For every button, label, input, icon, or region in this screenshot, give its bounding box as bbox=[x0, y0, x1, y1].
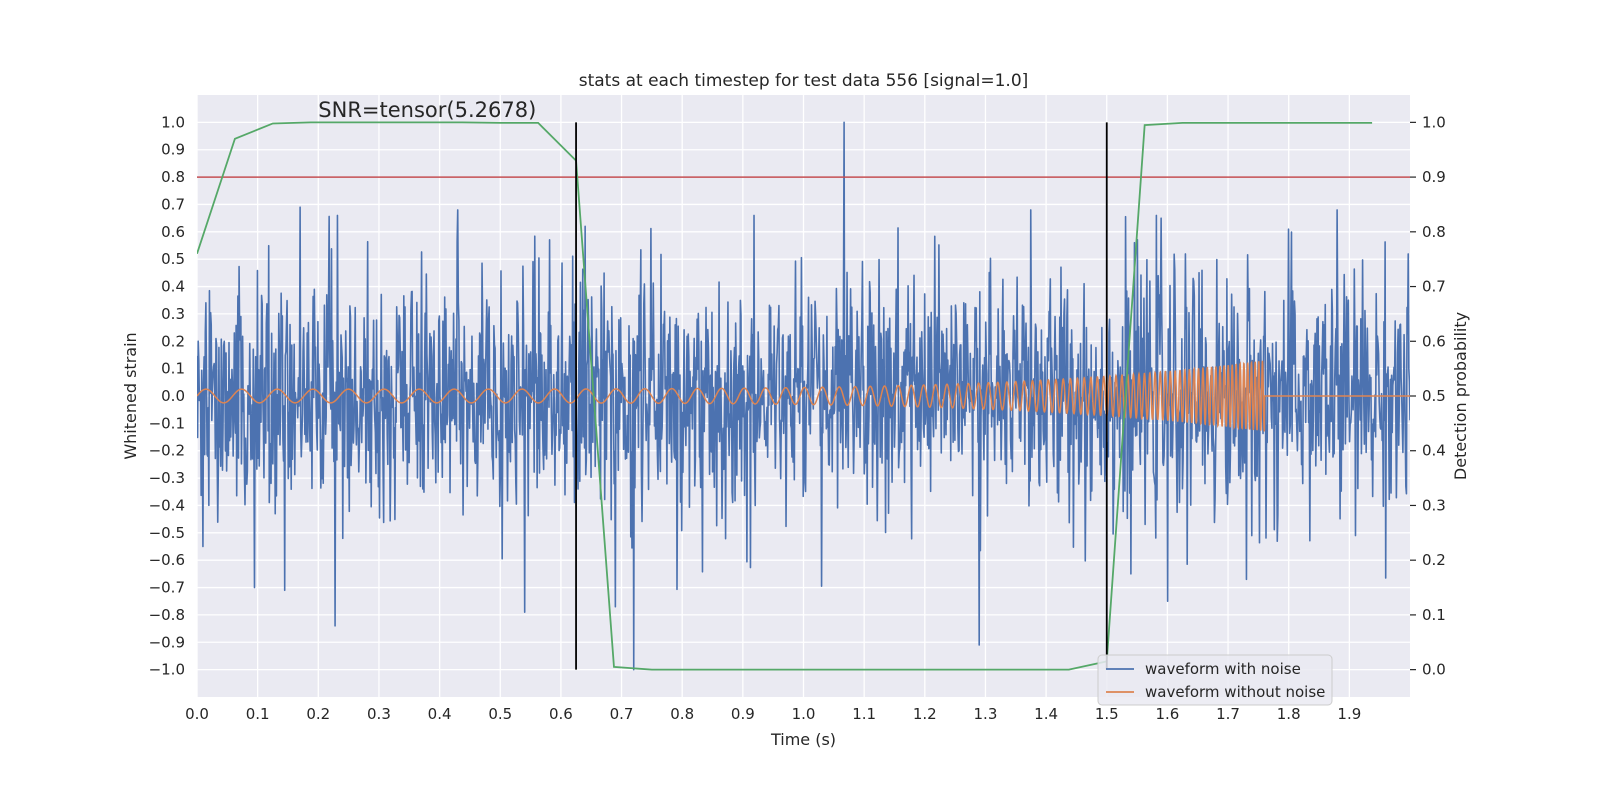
y-tick-label: 0.9 bbox=[161, 141, 185, 159]
y2-tick-label: 0.3 bbox=[1422, 496, 1446, 514]
y-tick-label: 0.6 bbox=[161, 223, 185, 241]
snr-annotation: SNR=tensor(5.2678) bbox=[318, 98, 536, 122]
x-tick-label: 0.9 bbox=[731, 705, 755, 723]
series-waveform-with-noise bbox=[197, 121, 1410, 671]
y-tick-label: −0.7 bbox=[149, 579, 185, 597]
y2-tick-label: 0.0 bbox=[1422, 661, 1446, 679]
y-tick-label: 0.1 bbox=[161, 360, 185, 378]
y-tick-label: −0.5 bbox=[149, 524, 185, 542]
y-tick-label: 0.5 bbox=[161, 250, 185, 268]
plot-series bbox=[197, 121, 1410, 671]
x-tick-label: 0.7 bbox=[610, 705, 634, 723]
y2-tick-label: 0.4 bbox=[1422, 442, 1446, 460]
y-tick-label: −0.1 bbox=[149, 414, 185, 432]
y-tick-label: −0.4 bbox=[149, 496, 185, 514]
y2-tick-label: 0.2 bbox=[1422, 551, 1446, 569]
x-tick-label: 1.3 bbox=[974, 705, 998, 723]
y2-tick-label: 0.7 bbox=[1422, 278, 1446, 296]
y-tick-label: 0.2 bbox=[161, 332, 185, 350]
y-tick-label: −0.3 bbox=[149, 469, 185, 487]
y2-axis-label: Detection probability bbox=[1451, 312, 1470, 480]
y-axis-ticks: 1.0 0.9 0.8 0.7 0.6 0.5 0.4 0.3 0.2 0.1 0.0 −0.1 −0.… bbox=[149, 113, 185, 678]
y-tick-label: 0.7 bbox=[161, 195, 185, 213]
y2-axis-ticks: 1.0 0.9 0.8 0.7 0.6 0.5 0.4 0.3 0.2 0.1 0.0 bbox=[1410, 113, 1446, 679]
x-tick-label: 1.1 bbox=[852, 705, 876, 723]
y-tick-label: 0.4 bbox=[161, 278, 185, 296]
y-tick-label: −0.6 bbox=[149, 551, 185, 569]
y2-tick-label: 0.9 bbox=[1422, 168, 1446, 186]
x-tick-label: 0.8 bbox=[670, 705, 694, 723]
y-tick-label: 1.0 bbox=[161, 113, 185, 131]
legend-label: waveform with noise bbox=[1145, 660, 1301, 678]
x-tick-label: 0.3 bbox=[367, 705, 391, 723]
y2-tick-label: 1.0 bbox=[1422, 113, 1446, 131]
y2-tick-label: 0.1 bbox=[1422, 606, 1446, 624]
x-tick-label: 1.9 bbox=[1337, 705, 1361, 723]
x-tick-label: 1.6 bbox=[1155, 705, 1179, 723]
y-tick-label: 0.8 bbox=[161, 168, 185, 186]
x-axis-label: Time (s) bbox=[770, 730, 836, 749]
x-axis-ticks: 0.0 0.1 0.2 0.3 0.4 0.5 0.6 0.7 0.8 0.9 1.0 1.1 1.2 1… bbox=[185, 705, 1361, 723]
y2-tick-label: 0.8 bbox=[1422, 223, 1446, 241]
y-tick-label: 0.0 bbox=[161, 387, 185, 405]
x-tick-label: 1.0 bbox=[792, 705, 816, 723]
x-tick-label: 0.2 bbox=[306, 705, 330, 723]
x-tick-label: 0.4 bbox=[428, 705, 452, 723]
legend-label: waveform without noise bbox=[1145, 683, 1325, 701]
y2-tick-label: 0.5 bbox=[1422, 387, 1446, 405]
legend: waveform with noise waveform without nois… bbox=[1097, 654, 1333, 706]
x-tick-label: 0.0 bbox=[185, 705, 209, 723]
y-axis-label: Whitened strain bbox=[121, 332, 140, 459]
x-tick-label: 1.2 bbox=[913, 705, 937, 723]
x-tick-label: 0.1 bbox=[246, 705, 270, 723]
y-tick-label: −1.0 bbox=[149, 661, 185, 679]
x-tick-label: 0.6 bbox=[549, 705, 573, 723]
x-tick-label: 1.5 bbox=[1095, 705, 1119, 723]
y-tick-label: −0.8 bbox=[149, 606, 185, 624]
x-tick-label: 1.8 bbox=[1277, 705, 1301, 723]
legend-box bbox=[1097, 654, 1333, 706]
x-tick-label: 1.7 bbox=[1216, 705, 1240, 723]
y-tick-label: 0.3 bbox=[161, 305, 185, 323]
y-tick-label: −0.2 bbox=[149, 442, 185, 460]
y-tick-label: −0.9 bbox=[149, 633, 185, 651]
x-tick-label: 1.4 bbox=[1034, 705, 1058, 723]
series-detection-probability bbox=[197, 121, 1373, 671]
series-waveform-without-noise bbox=[197, 360, 1410, 432]
x-tick-label: 0.5 bbox=[488, 705, 512, 723]
chart-title: stats at each timestep for test data 556… bbox=[579, 71, 1029, 91]
y2-tick-label: 0.6 bbox=[1422, 332, 1446, 350]
